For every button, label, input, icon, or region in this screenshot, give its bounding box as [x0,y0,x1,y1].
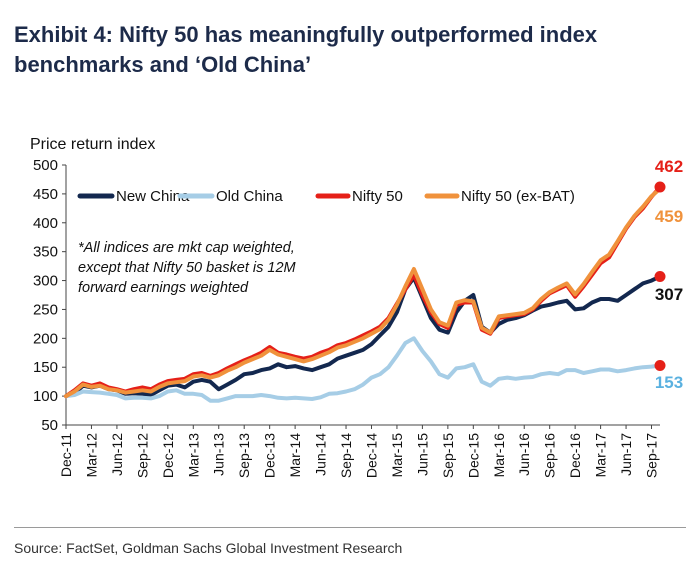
series-line-nifty-50-ex-bat [64,186,662,399]
series-line-new-china [64,274,662,399]
chart-title-line-1: Exhibit 4: Nifty 50 has meaningfully out… [14,22,598,47]
x-tick-label: Mar-12 [83,433,99,478]
x-tick-label: Jun-13 [211,433,227,476]
x-tick-label: Mar-16 [491,433,507,478]
x-tick-label: Sep-12 [134,433,150,478]
y-tick-label: 300 [33,273,58,290]
x-tick-label: Sep-15 [440,433,456,478]
y-tick-label: 100 [33,388,58,405]
x-tick-label: Dec-13 [262,433,278,478]
end-label-nifty-50: 462 [655,157,683,176]
x-tick-label: Sep-17 [644,433,660,478]
end-marker-nifty-50 [654,181,666,193]
y-tick-label: 500 [33,157,58,174]
x-tick-label: Sep-14 [338,433,354,478]
x-tick-label: Sep-16 [542,433,558,478]
source-note: Source: FactSet, Goldman Sachs Global In… [14,540,403,556]
chart-title-line-2: benchmarks and ‘Old China’ [14,52,312,77]
x-tick-label: Sep-13 [236,433,252,478]
y-axis-label: Price return index [30,136,155,153]
source-divider [14,527,686,528]
annotation-line: *All indices are mkt cap weighted, [78,240,295,256]
end-label-new-china: 307 [655,285,683,304]
y-tick-label: 250 [33,301,58,318]
x-tick-label: Jun-15 [414,433,430,476]
y-tick-label: 150 [33,359,58,376]
x-tick-label: Dec-12 [160,433,176,478]
x-tick-label: Dec-15 [465,433,481,478]
y-tick-label: 450 [33,186,58,203]
series-line-old-china [64,336,662,403]
end-label-nifty-50-ex-bat: 459 [655,207,683,226]
x-tick-label: Dec-14 [363,433,379,478]
x-tick-label: Dec-16 [567,433,583,478]
end-label-old-china: 153 [655,373,683,392]
x-tick-label: Jun-17 [618,433,634,476]
y-tick-label: 400 [33,215,58,232]
x-tick-label: Mar-14 [287,433,303,478]
x-tick-label: Mar-13 [185,433,201,478]
x-tick-label: Mar-15 [389,433,405,478]
chart-title: Exhibit 4: Nifty 50 has meaningfully out… [14,20,684,80]
x-tick-label: Jun-16 [516,433,532,476]
legend-label-old-china: Old China [216,188,283,205]
y-tick-label: 50 [41,417,58,434]
x-tick-label: Mar-17 [593,433,609,478]
annotation-line: forward earnings weighted [78,280,249,296]
y-tick-label: 200 [33,330,58,347]
y-tick-label: 350 [33,244,58,261]
legend-label-nifty-50-ex-bat: Nifty 50 (ex-BAT) [461,188,575,205]
end-marker-new-china [654,271,666,283]
end-marker-old-china [654,359,666,371]
annotation-line: except that Nifty 50 basket is 12M [78,260,297,276]
x-tick-label: Dec-11 [58,433,74,477]
x-tick-label: Jun-12 [109,433,125,476]
legend-label-nifty-50: Nifty 50 [352,188,403,205]
legend-label-new-china: New China [116,188,190,205]
x-tick-label: Jun-14 [313,433,329,476]
